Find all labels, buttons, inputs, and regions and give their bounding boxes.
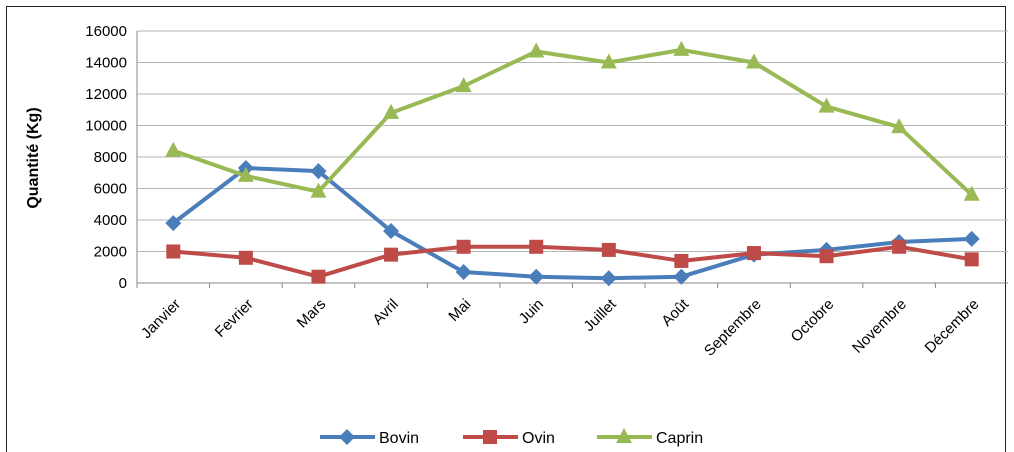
legend: Bovin Ovin Caprin [320, 428, 703, 447]
data-point [600, 53, 617, 69]
series-line [171, 244, 974, 279]
series-line [171, 166, 974, 281]
legend-label: Bovin [379, 430, 419, 447]
x-axis-ticks: Janvier Fevrier Mars Avril Mai Juin Juillet Aoû… [136, 283, 983, 360]
x-tick-label: Mars [294, 296, 330, 332]
data-point [311, 269, 326, 284]
y-tick-label: 16000 [85, 23, 127, 40]
series-line [171, 47, 974, 197]
legend-marker [616, 428, 632, 443]
legend-marker [339, 429, 355, 445]
y-tick-label: 6000 [94, 181, 127, 198]
data-point [238, 250, 253, 265]
x-tick-label: Juin [516, 296, 547, 327]
y-tick-label: 10000 [85, 118, 127, 135]
x-tick-label: Avril [369, 296, 401, 328]
y-tick-label: 2000 [94, 244, 127, 261]
x-tick-label: Juillet [580, 295, 620, 335]
data-point [963, 185, 980, 201]
legend-label: Ovin [522, 430, 555, 447]
data-point [165, 141, 182, 157]
data-point [746, 246, 761, 261]
data-point [891, 118, 908, 134]
y-tick-label: 4000 [94, 212, 127, 229]
data-point [455, 263, 472, 280]
data-point [455, 77, 472, 93]
data-point [673, 268, 690, 285]
y-axis-label: Quantité (Kg) [25, 107, 42, 208]
data-point [529, 239, 544, 254]
series-ovin [166, 239, 979, 284]
legend-marker [483, 430, 497, 444]
data-point [528, 268, 545, 285]
data-point [892, 239, 907, 254]
legend-label: Caprin [656, 430, 703, 447]
data-point [166, 244, 181, 259]
data-point [674, 253, 689, 268]
data-point [673, 40, 690, 56]
legend-item-ovin: Ovin [463, 430, 555, 447]
data-point [819, 249, 834, 264]
x-tick-label: Août [658, 295, 692, 329]
data-point [963, 230, 980, 247]
data-point [528, 42, 545, 58]
x-tick-label: Octobre [788, 296, 838, 346]
data-point [310, 163, 327, 180]
data-point [745, 53, 762, 69]
data-point [964, 252, 979, 267]
data-point [456, 239, 471, 254]
y-tick-label: 0 [119, 275, 127, 292]
x-tick-label: Fevrier [212, 296, 257, 341]
data-point [818, 97, 835, 113]
chart-frame [6, 6, 1006, 452]
data-point [383, 223, 400, 240]
y-tick-label: 12000 [85, 86, 127, 103]
x-tick-label: Novembre [849, 296, 910, 357]
legend-item-caprin: Caprin [597, 428, 703, 447]
y-tick-label: 8000 [94, 149, 127, 166]
data-point [383, 103, 400, 119]
x-tick-label: Mai [445, 296, 474, 325]
data-point [310, 182, 327, 198]
x-tick-label: Janvier [138, 296, 184, 342]
legend-item-bovin: Bovin [320, 429, 419, 447]
data-point [601, 242, 616, 257]
y-axis-ticks: 0 2000 4000 6000 8000 10000 12000 14000 16000 [85, 23, 127, 292]
data-point [600, 270, 617, 287]
x-tick-label: Septembre [701, 296, 765, 360]
y-tick-label: 14000 [85, 55, 127, 72]
data-point [165, 215, 182, 232]
x-tick-label: Décembre [922, 296, 983, 357]
data-point [384, 247, 399, 262]
data-point [237, 166, 254, 182]
series-group [165, 40, 980, 287]
series-caprin [165, 40, 980, 201]
